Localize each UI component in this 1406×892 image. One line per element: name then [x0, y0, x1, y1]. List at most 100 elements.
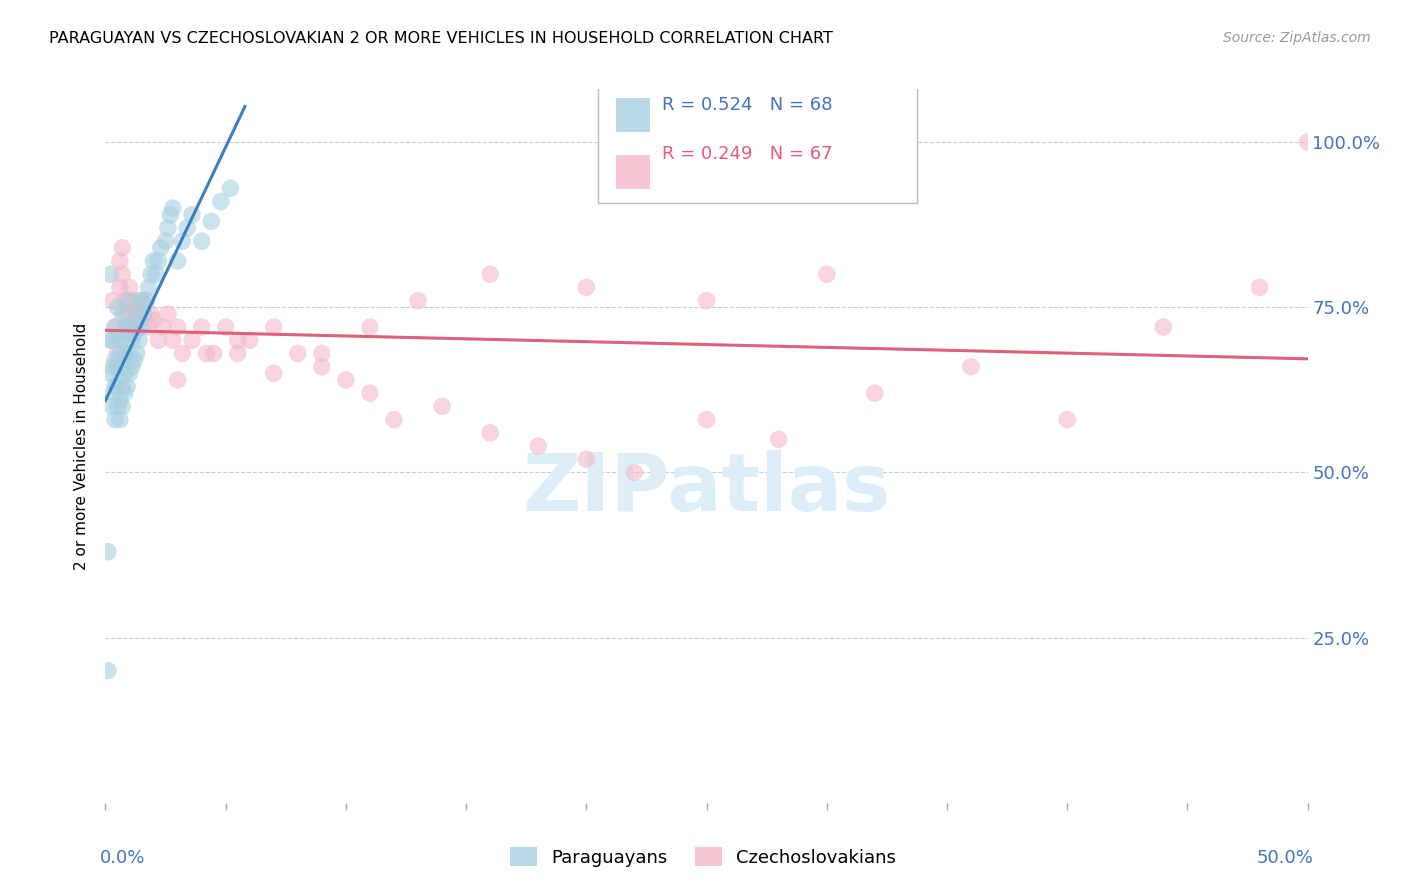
Point	[1152, 320, 1174, 334]
Text: 0.0%: 0.0%	[100, 849, 145, 867]
Point	[118, 293, 141, 308]
Point	[696, 412, 718, 426]
Point	[104, 379, 127, 393]
Legend: Paraguayans, Czechoslovakians: Paraguayans, Czechoslovakians	[503, 840, 903, 874]
Point	[148, 333, 170, 347]
Point	[111, 379, 134, 393]
Point	[226, 346, 249, 360]
Point	[575, 452, 598, 467]
Point	[107, 300, 129, 314]
Point	[124, 293, 146, 308]
Point	[111, 267, 134, 281]
Point	[115, 353, 138, 368]
Text: PARAGUAYAN VS CZECHOSLOVAKIAN 2 OR MORE VEHICLES IN HOUSEHOLD CORRELATION CHART: PARAGUAYAN VS CZECHOSLOVAKIAN 2 OR MORE …	[49, 31, 834, 46]
Point	[202, 346, 225, 360]
Point	[98, 367, 121, 381]
Point	[98, 267, 121, 281]
Point	[101, 400, 124, 414]
Point	[124, 326, 146, 341]
Point	[128, 293, 150, 308]
Text: R = 0.249   N = 67: R = 0.249 N = 67	[662, 145, 832, 163]
Point	[104, 320, 127, 334]
Point	[156, 221, 179, 235]
Point	[960, 359, 983, 374]
Point	[479, 267, 502, 281]
FancyBboxPatch shape	[599, 86, 917, 203]
Point	[219, 181, 242, 195]
Point	[768, 433, 790, 447]
Point	[263, 320, 285, 334]
Point	[132, 307, 155, 321]
Point	[115, 379, 138, 393]
Point	[172, 346, 194, 360]
Point	[108, 412, 131, 426]
Point	[311, 346, 333, 360]
Point	[148, 254, 170, 268]
Point	[139, 267, 162, 281]
Point	[104, 353, 127, 368]
Point	[107, 333, 129, 347]
Point	[142, 254, 165, 268]
Point	[138, 280, 160, 294]
Point	[97, 545, 120, 559]
Point	[159, 208, 181, 222]
Point	[101, 359, 124, 374]
Point	[200, 214, 222, 228]
Point	[815, 267, 838, 281]
Text: R = 0.524   N = 68: R = 0.524 N = 68	[662, 96, 832, 114]
Point	[172, 234, 194, 248]
Point	[214, 320, 236, 334]
Point	[155, 234, 177, 248]
Point	[128, 307, 150, 321]
Point	[125, 346, 148, 360]
Point	[108, 346, 131, 360]
Point	[114, 346, 136, 360]
Point	[114, 293, 136, 308]
Point	[162, 333, 184, 347]
Point	[101, 333, 124, 347]
Point	[108, 280, 131, 294]
Point	[108, 373, 131, 387]
Point	[152, 320, 174, 334]
Point	[176, 221, 198, 235]
Point	[190, 234, 212, 248]
Point	[124, 353, 146, 368]
Point	[139, 307, 162, 321]
Point	[287, 346, 309, 360]
Point	[108, 392, 131, 407]
Point	[104, 320, 127, 334]
Point	[527, 439, 550, 453]
Point	[111, 359, 134, 374]
Point	[135, 293, 157, 308]
Point	[335, 373, 357, 387]
Point	[101, 293, 124, 308]
Point	[125, 320, 148, 334]
Point	[209, 194, 232, 209]
Point	[118, 280, 141, 294]
Point	[166, 254, 188, 268]
Point	[181, 333, 204, 347]
Point	[382, 412, 405, 426]
Text: ZIPatlas: ZIPatlas	[523, 450, 890, 528]
Point	[115, 326, 138, 341]
Point	[114, 386, 136, 401]
Point	[138, 320, 160, 334]
Point	[132, 307, 155, 321]
Point	[115, 320, 138, 334]
Point	[131, 293, 153, 308]
Point	[1056, 412, 1078, 426]
Point	[149, 241, 172, 255]
Point	[479, 425, 502, 440]
Point	[359, 386, 381, 401]
Point	[575, 280, 598, 294]
Point	[104, 412, 127, 426]
Point	[101, 386, 124, 401]
Point	[239, 333, 262, 347]
Point	[623, 466, 645, 480]
Y-axis label: 2 or more Vehicles in Household: 2 or more Vehicles in Household	[75, 322, 90, 570]
Point	[142, 313, 165, 327]
Point	[181, 208, 204, 222]
Point	[121, 300, 143, 314]
Point	[111, 400, 134, 414]
Bar	[616, 98, 650, 132]
